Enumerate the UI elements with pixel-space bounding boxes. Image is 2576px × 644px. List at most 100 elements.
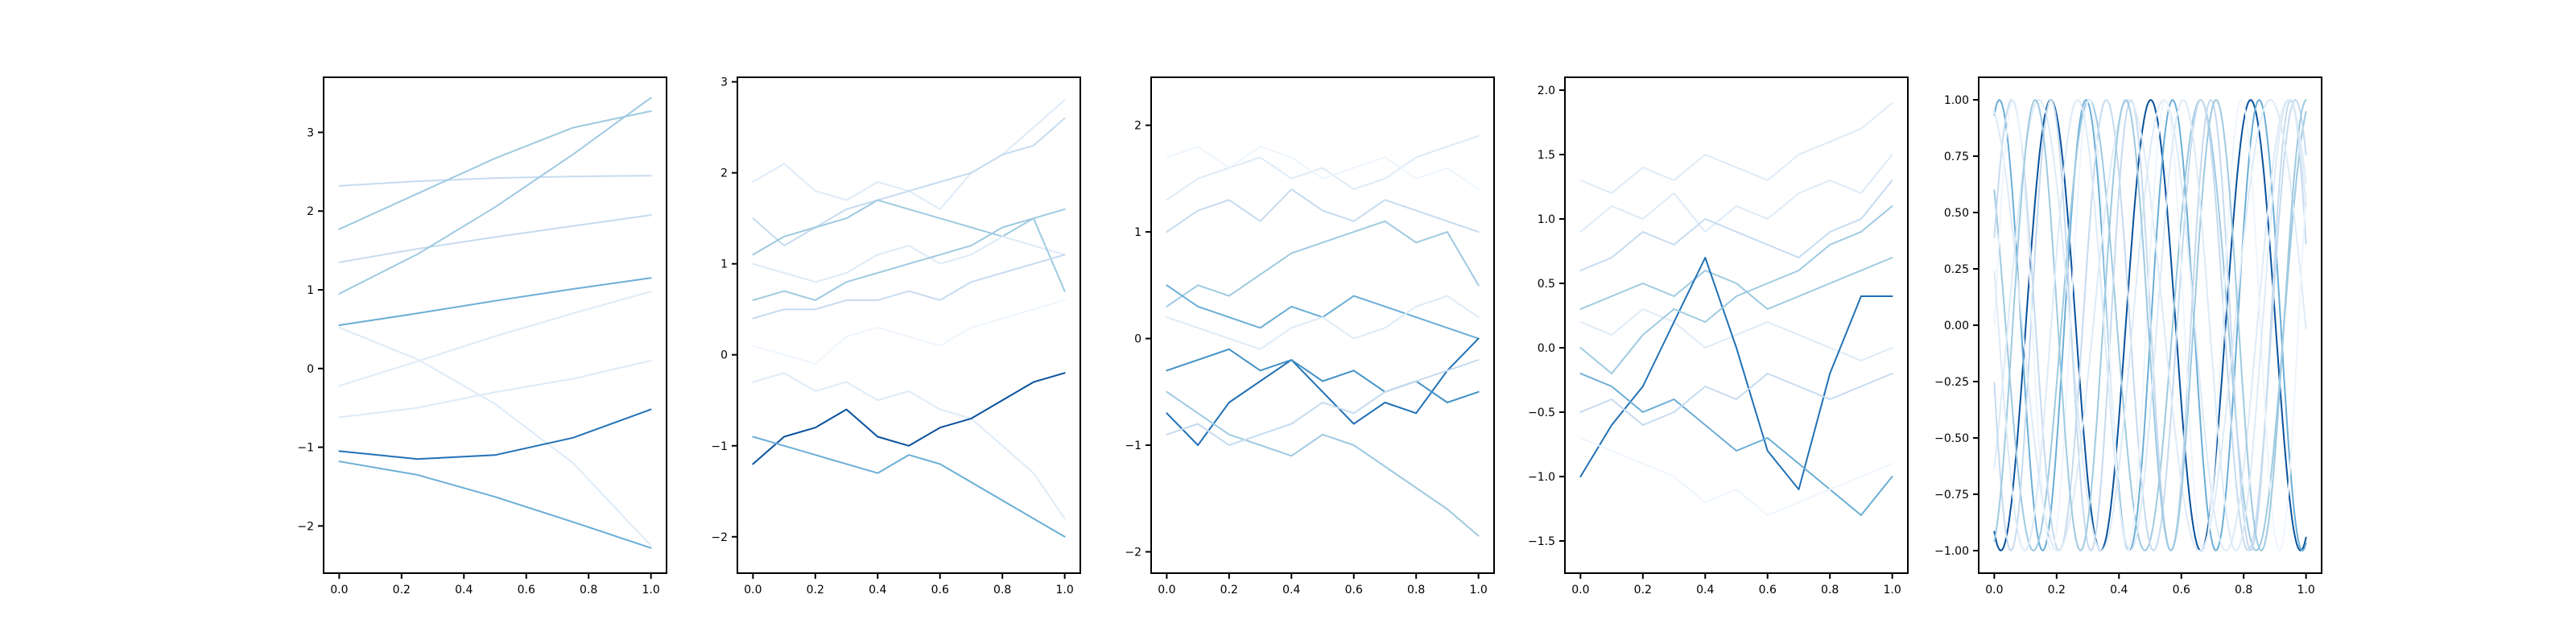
y-tick-label: 1.0 (1538, 213, 1555, 226)
series-line-8 (1993, 99, 2307, 551)
series-line-2 (1166, 188, 1480, 233)
series-group (338, 97, 652, 549)
subplot-4: 0.0 0.2 0.4 0.6 0.8 1.0 −1.5 −1.0 −0.5 0.0 0.5 1.0 1… (1528, 76, 1909, 597)
series-line-5 (338, 277, 652, 326)
series-line-3 (752, 199, 1066, 256)
y-tick-label: 0 (307, 363, 314, 376)
y-tick-label: −1.5 (1528, 535, 1555, 548)
y-tick-label: −1 (297, 442, 314, 455)
x-tick-label: 0.2 (1634, 584, 1652, 597)
series-line-10 (1579, 102, 1893, 194)
y-tick-label: −1.0 (1528, 471, 1555, 484)
y-tick-label: 2 (720, 167, 728, 180)
y-tick-label: 2 (307, 205, 314, 218)
series-group (1579, 102, 1893, 516)
y-tick-label: −0.25 (1934, 376, 1969, 389)
series-line-9 (1579, 205, 1893, 374)
series-line-8 (338, 360, 652, 419)
series-line-10 (1993, 99, 2307, 551)
series-line-1 (1166, 134, 1480, 201)
series-line-7 (338, 291, 652, 387)
x-tick-label: 0.4 (1696, 584, 1714, 597)
y-tick-label: 0.00 (1944, 320, 1969, 332)
x-tick-label: 0.2 (2048, 584, 2066, 597)
y-tick-label: 2 (1134, 120, 1141, 133)
x-tick-label: 0.0 (744, 584, 762, 597)
x-tick-label: 0.2 (807, 584, 824, 597)
series-line-7 (752, 299, 1066, 365)
series-line-2 (1579, 180, 1893, 271)
axes-frame (737, 76, 1081, 574)
subplot-3: 0.0 0.2 0.4 0.6 0.8 1.0 −2 −1 0 1 2 (1125, 76, 1495, 597)
x-tick-label: 0.8 (1821, 584, 1839, 597)
x-tick-label: 0.4 (1282, 584, 1300, 597)
series-line-1 (338, 175, 652, 187)
series-line-4 (1993, 99, 2307, 551)
y-tick-label: −1 (1125, 440, 1141, 452)
series-line-1 (1993, 99, 2307, 551)
subplot-2: 0.0 0.2 0.4 0.6 0.8 1.0 −2 −1 0 1 2 3 (711, 76, 1081, 597)
x-tick-label: 0.6 (1759, 584, 1777, 597)
x-tick-label: 0.6 (2173, 584, 2190, 597)
series-line-8 (1579, 437, 1893, 516)
axes-frame (1150, 76, 1495, 574)
series-line-9 (1993, 99, 2307, 551)
series-line-3 (338, 214, 652, 263)
series-line-7 (1993, 99, 2307, 551)
y-tick-label: −2 (1125, 547, 1141, 559)
y-tick-label: 3 (307, 126, 314, 139)
subplot-5: 0.0 0.2 0.4 0.6 0.8 1.0 −1.00 −0.75 −0.50 −0.25 0.… (1934, 76, 2322, 597)
series-group (1993, 99, 2307, 551)
series-line-2 (752, 117, 1066, 247)
y-tick-label: −1.00 (1934, 545, 1969, 558)
y-tick-label: 0 (720, 349, 728, 362)
series-line-4 (752, 235, 1066, 283)
x-tick-label: 0.2 (393, 584, 411, 597)
x-tick-label: 0.4 (455, 584, 473, 597)
series-line-6 (1579, 373, 1893, 516)
series-line-1 (1579, 154, 1893, 233)
x-tick-label: 1.0 (1884, 584, 1901, 597)
series-line-8 (752, 372, 1066, 520)
x-tick-label: 0.0 (1571, 584, 1589, 597)
series-line-2 (338, 110, 652, 230)
axes-frame (1564, 76, 1909, 574)
subplot-1: 0.0 0.2 0.4 0.6 0.8 1.0 −2 −1 0 1 2 3 (297, 76, 667, 597)
y-tick-label: −0.50 (1934, 432, 1969, 445)
series-line-10 (1166, 146, 1480, 191)
x-tick-label: 0.2 (1220, 584, 1238, 597)
series-line-5 (1579, 257, 1893, 490)
series-line-10 (752, 436, 1066, 538)
series-line-6 (1166, 337, 1480, 446)
series-line-9 (1166, 359, 1480, 446)
y-tick-label: −0.5 (1528, 407, 1555, 419)
series-line-4 (338, 97, 652, 295)
x-tick-label: 1.0 (642, 584, 660, 597)
series-line-3 (1166, 220, 1480, 308)
y-tick-label: 1 (720, 258, 728, 271)
series-line-3 (1579, 257, 1893, 310)
y-tick-label: 0.0 (1538, 342, 1555, 355)
x-tick-label: 0.8 (993, 584, 1011, 597)
y-tick-label: 0.50 (1944, 207, 1969, 220)
x-tick-label: 1.0 (1056, 584, 1074, 597)
y-tick-label: 1 (1134, 226, 1141, 239)
x-tick-label: 1.0 (1470, 584, 1488, 597)
y-tick-label: 0.75 (1944, 151, 1969, 163)
x-tick-label: 0.8 (580, 584, 597, 597)
series-line-5 (752, 217, 1066, 301)
series-line-2 (1993, 99, 2307, 551)
x-tick-label: 0.6 (931, 584, 949, 597)
series-line-6 (1993, 99, 2307, 551)
series-group (752, 99, 1066, 538)
series-line-9 (752, 372, 1066, 465)
series-line-8 (1166, 390, 1480, 537)
x-tick-label: 0.8 (2235, 584, 2252, 597)
series-line-6 (752, 254, 1066, 320)
x-tick-label: 0.6 (518, 584, 535, 597)
x-tick-label: 0.0 (1158, 584, 1175, 597)
series-group (1166, 134, 1480, 537)
series-line-3 (1993, 99, 2307, 551)
y-tick-label: 1.00 (1944, 94, 1969, 107)
